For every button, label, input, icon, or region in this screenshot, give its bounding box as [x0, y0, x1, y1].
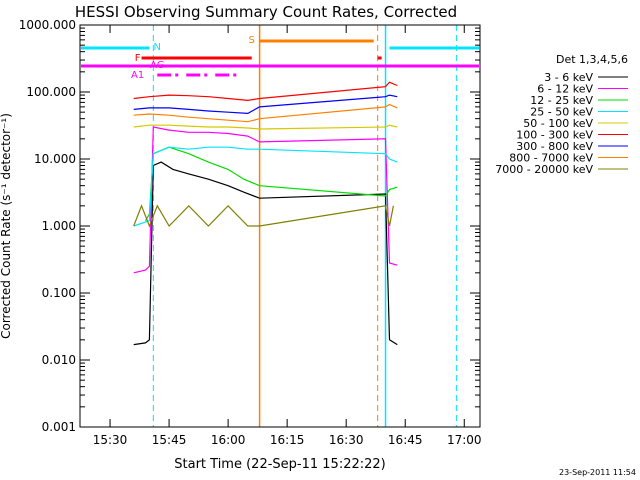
series-line — [133, 94, 398, 115]
flag-label-s: S — [249, 35, 255, 46]
legend-label: 6 - 12 keV — [537, 83, 593, 96]
series-line — [133, 126, 398, 274]
x-tick-label: 16:45 — [388, 433, 423, 447]
y-tick-label: 0.100 — [42, 286, 76, 300]
x-tick-label: 16:15 — [270, 433, 305, 447]
plot-frame — [79, 24, 481, 428]
legend-label: 25 - 50 keV — [530, 106, 593, 119]
x-tick-label: 16:30 — [329, 433, 364, 447]
y-tick-label: 10.000 — [34, 152, 76, 166]
series-line — [133, 103, 398, 123]
series-line — [133, 146, 398, 227]
x-tick-label: 17:00 — [447, 433, 482, 447]
y-tick-label: 100.000 — [26, 85, 76, 99]
chart-title: HESSI Observing Summary Count Rates, Cor… — [75, 3, 457, 21]
legend-title: Det 1,3,4,5,6 — [556, 53, 628, 66]
y-tick-label: 1000.000 — [19, 18, 76, 32]
x-tick-label: 15:45 — [152, 433, 187, 447]
flag-label-n: N — [154, 42, 161, 53]
series-line — [133, 81, 398, 102]
legend-label: 100 - 300 keV — [516, 129, 593, 142]
footer-date: 23-Sep-2011 11:54 — [559, 468, 636, 477]
y-tick-label: 0.001 — [42, 420, 76, 434]
x-axis-label: Start Time (22-Sep-11 15:22:22) — [174, 457, 385, 472]
series-line — [133, 124, 398, 130]
legend-label: 12 - 25 keV — [530, 94, 593, 107]
flag-layer: N S F AG A1 — [81, 25, 479, 427]
axis-layer: 15:30 15:45 16:00 16:15 16:30 16:45 17:00 1000.… — [19, 18, 482, 447]
series-line — [133, 204, 394, 228]
legend-label: 300 - 800 keV — [516, 140, 593, 153]
flag-label-f: F — [135, 53, 141, 64]
y-axis-label: Corrected Count Rate (s⁻¹ detector⁻¹) — [0, 113, 13, 339]
x-tick-label: 15:30 — [93, 433, 128, 447]
y-tick-label: 0.010 — [42, 353, 76, 367]
legend-label: 7000 - 20000 keV — [495, 163, 593, 176]
legend-label: 50 - 100 keV — [523, 117, 593, 130]
legend-label: 800 - 7000 keV — [509, 152, 593, 165]
legend-label: 3 - 6 keV — [544, 71, 593, 84]
flag-label-ag: AG — [150, 60, 164, 71]
flag-label-a1: A1 — [131, 70, 144, 81]
series-layer — [133, 81, 398, 346]
series-line — [133, 161, 398, 346]
y-tick-label: 1.000 — [42, 219, 76, 233]
x-tick-label: 16:00 — [211, 433, 246, 447]
